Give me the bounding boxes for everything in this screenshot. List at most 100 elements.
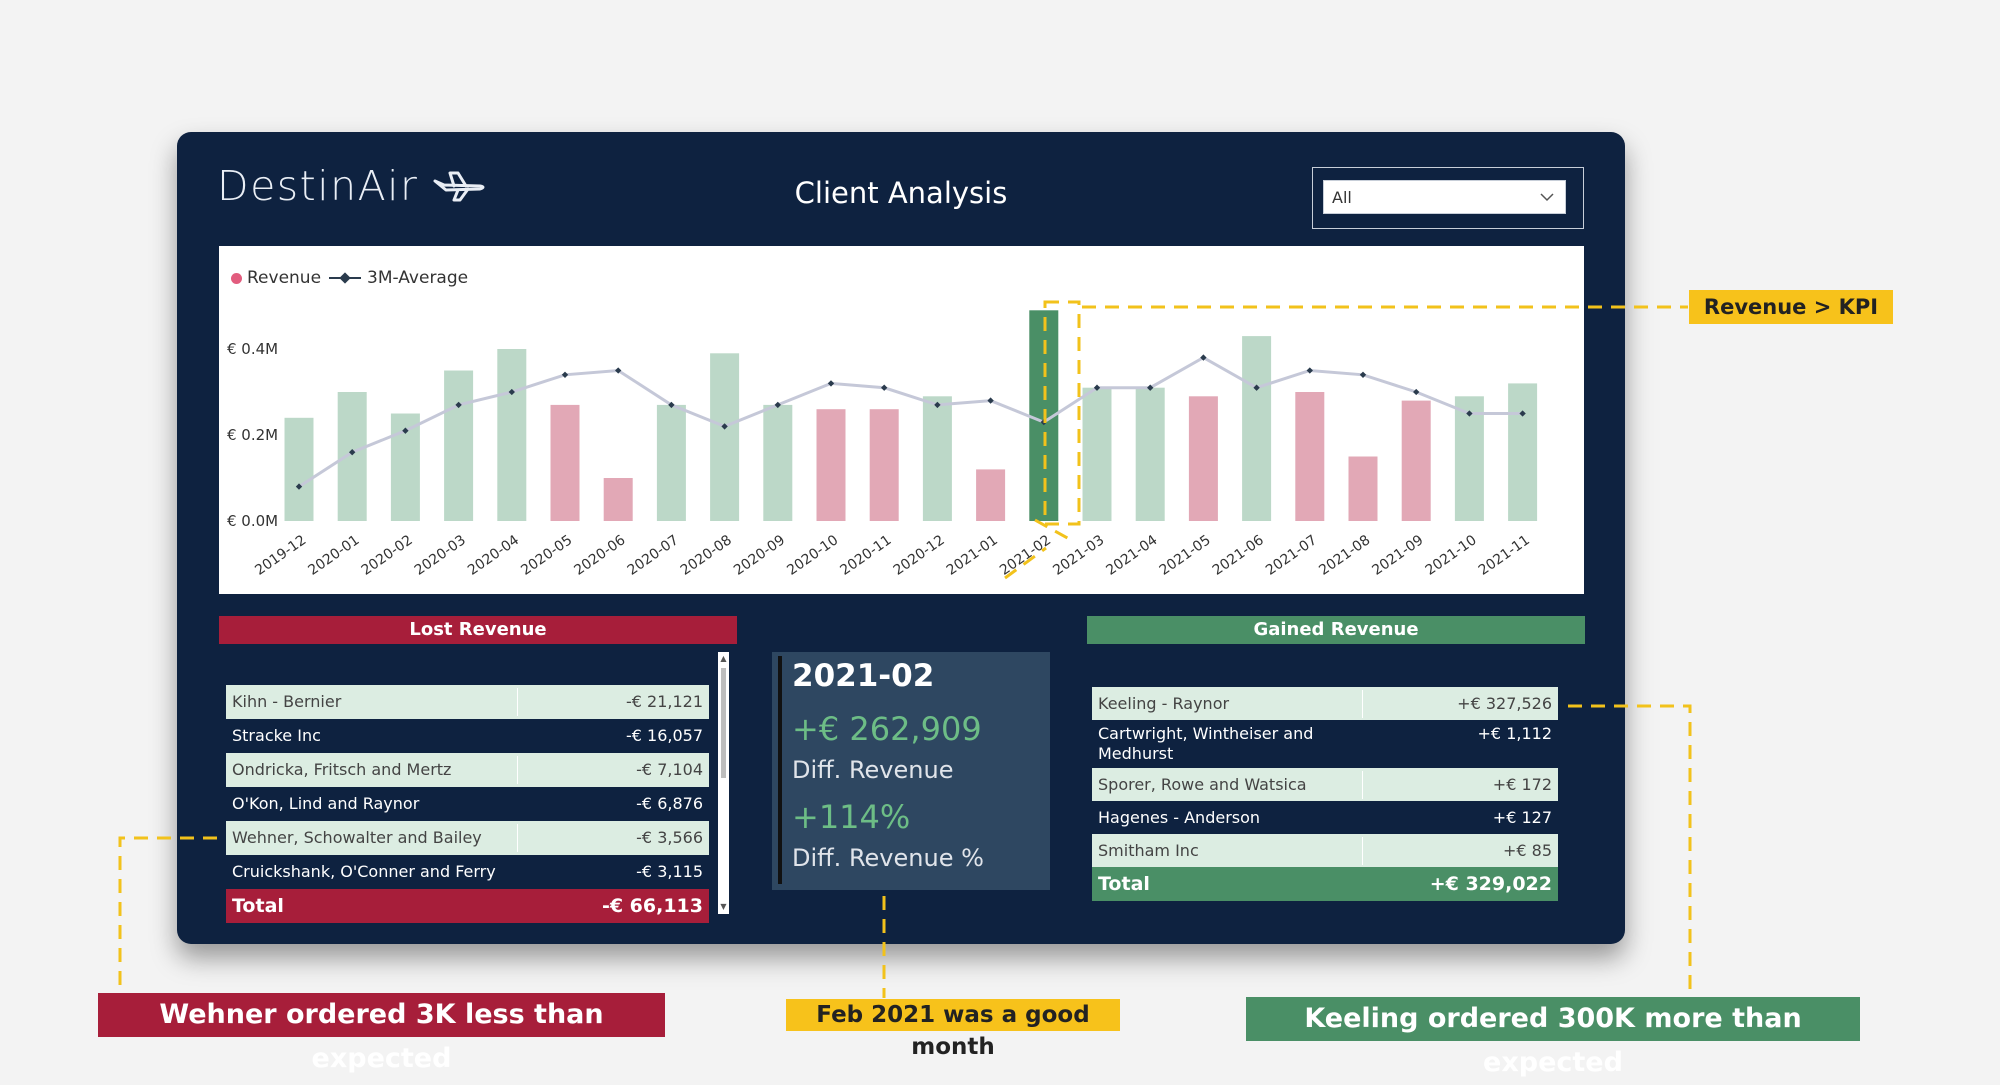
average-point [1466, 410, 1473, 417]
lost-client-name: Kihn - Bernier [226, 688, 518, 716]
average-point [1093, 384, 1101, 391]
lost-client-name: O'Kon, Lind and Raynor [232, 794, 420, 813]
x-tick-label: 2020-07 [625, 532, 682, 579]
lost-client-name: Wehner, Schowalter and Bailey [226, 824, 518, 852]
average-point [1359, 371, 1367, 378]
kpi-card: 2021-02 +€ 262,909 Diff. Revenue +114% D… [772, 652, 1050, 890]
x-tick-label: 2021-09 [1369, 532, 1426, 579]
gained-client-value: +€ 1,112 [1477, 724, 1552, 743]
lost-table-scrollbar[interactable]: ▲ ▼ [718, 652, 729, 914]
x-tick-label: 2020-09 [731, 532, 788, 579]
lost-total-label: Total [232, 895, 284, 917]
x-tick-label: 2021-10 [1423, 532, 1480, 579]
gained-row[interactable]: Smitham Inc +€ 85 [1092, 834, 1558, 867]
bar-2021-03 [1082, 387, 1112, 521]
lost-client-name: Stracke Inc [232, 726, 321, 745]
lost-row[interactable]: O'Kon, Lind and Raynor -€ 6,876 [226, 787, 709, 821]
lost-client-name: Cruickshank, O'Conner and Ferry [232, 862, 496, 881]
lost-client-value: -€ 16,057 [625, 726, 703, 745]
bar-2021-08 [1348, 456, 1378, 521]
kpi-month: 2021-02 [792, 658, 935, 694]
x-tick-label: 2021-11 [1476, 532, 1533, 579]
x-tick-label: 2020-03 [412, 532, 469, 579]
gained-total-value: +€ 329,022 [1429, 873, 1552, 895]
x-tick-label: 2020-06 [571, 532, 628, 579]
kpi-accent-bar [778, 656, 782, 884]
average-point [349, 449, 356, 456]
bar-2020-06 [603, 478, 633, 521]
kpi-diff-revenue-label: Diff. Revenue [792, 756, 954, 784]
average-point [721, 423, 728, 430]
lost-client-value: -€ 21,121 [625, 692, 703, 711]
lost-client-value: -€ 7,104 [636, 760, 703, 779]
average-line [298, 355, 1523, 488]
x-tick-label: 2020-05 [518, 532, 575, 579]
legend-revenue-marker [231, 272, 242, 284]
feb-annotation: Feb 2021 was a good month [786, 999, 1120, 1060]
gained-row[interactable]: Keeling - Raynor +€ 327,526 [1092, 687, 1558, 720]
gained-client-value: +€ 172 [1492, 774, 1552, 794]
kpi-diff-pct-label: Diff. Revenue % [792, 844, 984, 872]
average-point [1519, 410, 1526, 417]
bar-2019-12 [284, 417, 314, 521]
y-tick-label: € 0.4M [227, 340, 278, 358]
lost-row[interactable]: Stracke Inc -€ 16,057 [226, 719, 709, 753]
average-point [1200, 354, 1207, 361]
x-tick-label: 2021-07 [1263, 532, 1320, 579]
legend-average-label: 3M-Average [367, 268, 469, 288]
gained-client-name: Sporer, Rowe and Watsica [1092, 770, 1363, 799]
x-tick-label: 2021-04 [1103, 532, 1160, 579]
lost-client-name: Ondricka, Fritsch and Mertz [226, 756, 518, 784]
average-point [1253, 384, 1260, 391]
gained-row[interactable]: Hagenes - Anderson +€ 127 [1092, 801, 1558, 834]
gained-revenue-header: Gained Revenue [1087, 616, 1585, 644]
bar-2021-10 [1454, 396, 1484, 521]
filter-dropdown[interactable]: All [1323, 180, 1566, 214]
x-tick-label: 2020-02 [359, 532, 416, 579]
x-tick-label: 2020-11 [837, 532, 894, 579]
scroll-up-icon[interactable]: ▲ [720, 654, 727, 663]
legend-average-marker [329, 272, 362, 284]
gained-total-label: Total [1098, 873, 1150, 895]
bar-2020-10 [816, 409, 846, 521]
filter-slicer: All [1312, 167, 1584, 229]
x-tick-label: 2020-12 [891, 532, 948, 579]
bar-2020-07 [656, 404, 686, 521]
gained-client-value: +€ 85 [1502, 840, 1552, 860]
gained-client-name: Cartwright, Wintheiser and Medhurst [1098, 724, 1314, 763]
lost-client-value: -€ 3,115 [636, 862, 703, 881]
gained-row[interactable]: Sporer, Rowe and Watsica +€ 172 [1092, 768, 1558, 801]
chart-canvas: € 0.0M€ 0.2M€ 0.4M2019-122020-012020-022… [227, 310, 1538, 579]
lost-total-value: -€ 66,113 [601, 895, 703, 917]
filter-value: All [1332, 187, 1352, 207]
gained-client-name: Smitham Inc [1092, 836, 1363, 865]
lost-row[interactable]: Wehner, Schowalter and Bailey -€ 3,566 [226, 821, 709, 855]
average-point [1413, 388, 1420, 396]
bar-2020-04 [497, 349, 527, 521]
keeling-annotation: Keeling ordered 300K more than expected [1246, 997, 1860, 1078]
gained-revenue-table: Keeling - Raynor +€ 327,526 Cartwright, Wi… [1092, 687, 1558, 901]
revenue-chart: € 0.0M € 0.2M € 0.4M 2019-12 2020-01 2020-02 2… [219, 246, 1584, 594]
bar-2020-11 [869, 409, 899, 521]
y-tick-label: € 0.0M [227, 512, 278, 530]
dashboard-panel: DestinAir Client Analysis All € 0.0M € 0.… [177, 132, 1625, 944]
x-tick-label: 2021-08 [1316, 532, 1373, 579]
bar-2020-12 [922, 396, 952, 521]
lost-row[interactable]: Kihn - Bernier -€ 21,121 [226, 685, 709, 719]
bar-2021-04 [1135, 387, 1165, 521]
gained-row[interactable]: Cartwright, Wintheiser and Medhurst +€ 1,… [1092, 720, 1558, 768]
x-tick-label: 2021-03 [1050, 532, 1107, 579]
kpi-diff-pct: +114% [792, 798, 911, 836]
page-title: Client Analysis [794, 176, 1008, 210]
lost-client-value: -€ 6,876 [636, 794, 703, 813]
logo-text: DestinAir [217, 162, 419, 210]
lost-row[interactable]: Cruickshank, O'Conner and Ferry -€ 3,115 [226, 855, 709, 889]
scrollbar-thumb[interactable] [721, 668, 726, 778]
x-tick-label: 2021-06 [1210, 532, 1267, 579]
lost-row[interactable]: Ondricka, Fritsch and Mertz -€ 7,104 [226, 753, 709, 787]
chart-legend: Revenue 3M-Average [231, 268, 468, 288]
lost-client-value: -€ 3,566 [636, 828, 703, 847]
bar-2020-05 [550, 404, 580, 521]
scroll-down-icon[interactable]: ▼ [720, 902, 727, 911]
bar-2021-01 [976, 469, 1006, 521]
